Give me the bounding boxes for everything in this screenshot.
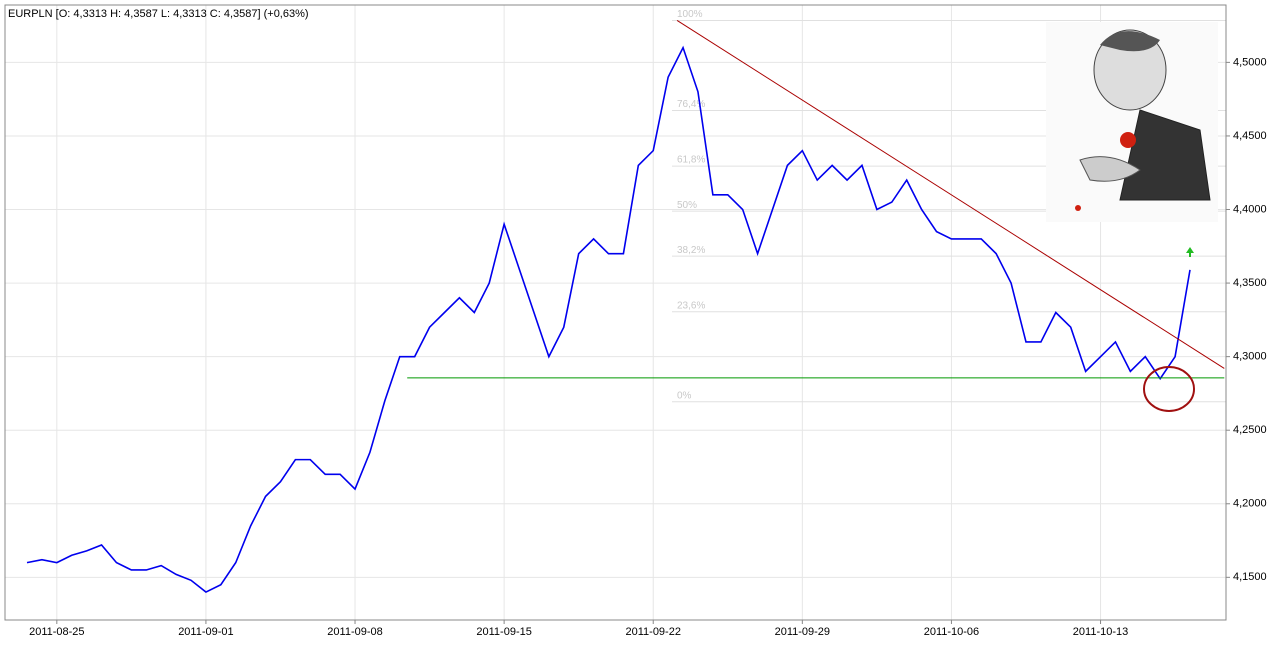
y-tick-label: 4,4000 bbox=[1233, 203, 1267, 215]
x-tick-label: 2011-08-25 bbox=[29, 626, 84, 638]
plot-frame bbox=[4, 4, 1227, 621]
y-tick-label: 4,5000 bbox=[1233, 56, 1267, 68]
x-tick-label: 2011-10-06 bbox=[924, 626, 979, 638]
y-tick-label: 4,4500 bbox=[1233, 130, 1267, 142]
fib-label: 61,8% bbox=[677, 155, 705, 166]
fib-label: 23,6% bbox=[677, 300, 705, 311]
x-tick-label: 2011-09-08 bbox=[327, 626, 382, 638]
y-tick-label: 4,3000 bbox=[1233, 351, 1267, 363]
cartoon-hair bbox=[1100, 31, 1160, 52]
y-tick-label: 4,1500 bbox=[1233, 571, 1267, 583]
x-tick-label: 2011-10-13 bbox=[1073, 626, 1128, 638]
chart-title: EURPLN [O: 4,3313 H: 4,3587 L: 4,3313 C:… bbox=[8, 8, 309, 20]
fib-label: 76,4% bbox=[677, 99, 705, 110]
cartoon-head bbox=[1093, 29, 1167, 111]
cartoon-petal bbox=[1075, 205, 1081, 211]
y-tick-label: 4,3500 bbox=[1233, 277, 1267, 289]
y-tick-label: 4,2000 bbox=[1233, 498, 1267, 510]
highlight-circle bbox=[1143, 366, 1195, 412]
fib-label: 38,2% bbox=[677, 245, 705, 256]
x-tick-label: 2011-09-15 bbox=[476, 626, 531, 638]
fibonacci: 100% 76,4% 61,8% 50% 38,2% 23,6% 0% bbox=[672, 9, 1226, 403]
grid bbox=[5, 5, 1226, 620]
y-tick-label: 4,2500 bbox=[1233, 424, 1267, 436]
plot bbox=[26, 20, 1225, 593]
cartoon-hand bbox=[1079, 156, 1141, 182]
x-tick-label: 2011-09-01 bbox=[178, 626, 233, 638]
x-tick-label: 2011-09-22 bbox=[626, 626, 681, 638]
cartoon bbox=[1046, 22, 1218, 222]
x-tick-label: 2011-09-29 bbox=[775, 626, 830, 638]
fib-label: 100% bbox=[677, 9, 703, 20]
price-line bbox=[26, 45, 1191, 593]
fib-label: 0% bbox=[677, 390, 692, 401]
cartoon-flower bbox=[1120, 132, 1136, 148]
up-arrow bbox=[1186, 247, 1194, 257]
fib-label: 50% bbox=[677, 200, 697, 211]
trendline bbox=[676, 20, 1225, 369]
